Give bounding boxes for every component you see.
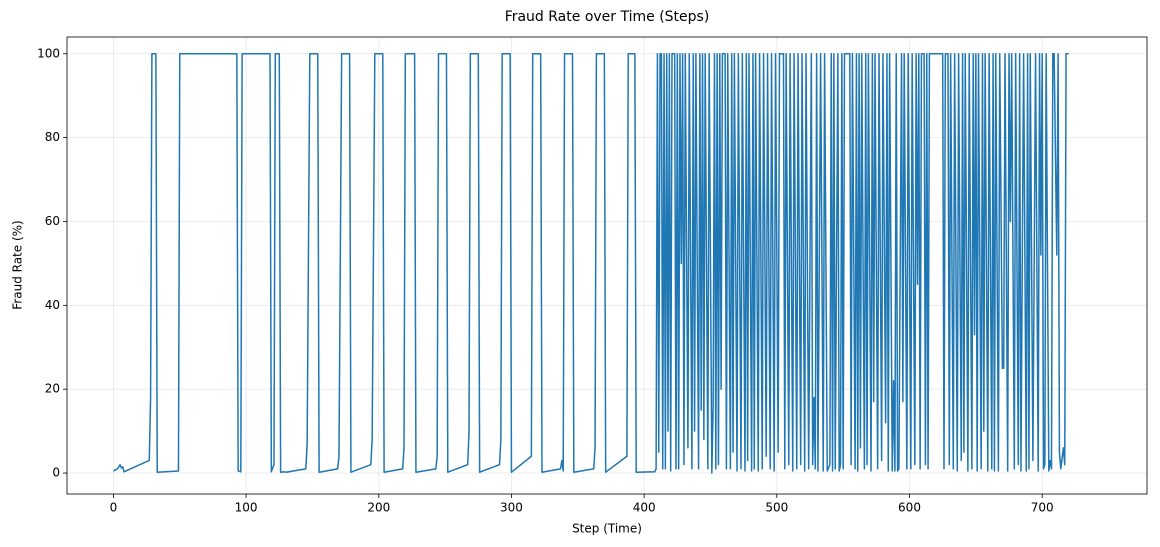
x-axis-label: Step (Time) xyxy=(572,522,642,536)
x-tick-label: 400 xyxy=(633,501,656,515)
y-tick-label: 100 xyxy=(37,46,60,60)
plot-frame xyxy=(66,36,1148,495)
y-tick-label: 80 xyxy=(45,130,60,144)
x-tick-label: 0 xyxy=(110,501,118,515)
plot-data xyxy=(113,53,1069,474)
y-tick-label: 20 xyxy=(45,382,60,396)
chart-title: Fraud Rate over Time (Steps) xyxy=(505,9,710,25)
x-tick-label: 600 xyxy=(898,501,921,515)
x-tick-label: 500 xyxy=(765,501,788,515)
data-line xyxy=(113,53,1069,474)
x-tick-label: 100 xyxy=(235,501,258,515)
y-axis-label: Fraud Rate (%) xyxy=(11,220,25,309)
y-tick-label: 40 xyxy=(45,298,60,312)
x-tick-label: 300 xyxy=(500,501,523,515)
x-tick-label: 200 xyxy=(367,501,390,515)
y-tick-label: 60 xyxy=(45,214,60,228)
y-tick-label: 0 xyxy=(52,466,60,480)
x-tick-label: 700 xyxy=(1031,501,1054,515)
